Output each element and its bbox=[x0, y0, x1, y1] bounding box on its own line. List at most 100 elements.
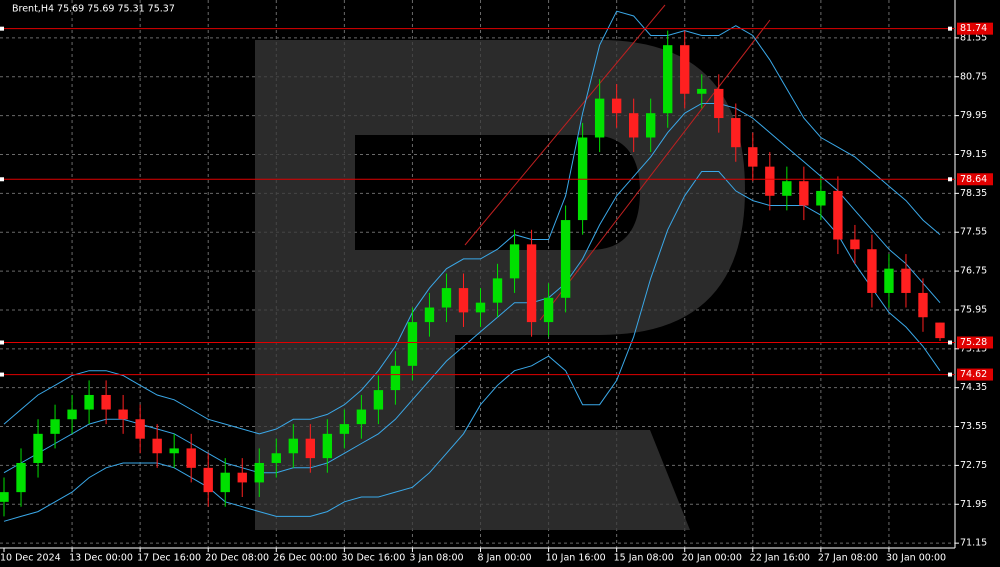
x-tick-label: 8 Jan 00:00 bbox=[478, 553, 532, 564]
candle-body bbox=[680, 45, 690, 94]
candle-body bbox=[254, 462, 264, 483]
level-marker bbox=[948, 177, 952, 182]
y-tick-label: 71.95 bbox=[960, 499, 987, 510]
y-tick-label: 79.95 bbox=[960, 110, 987, 121]
y-tick-label: 73.55 bbox=[960, 421, 987, 432]
candle-body bbox=[322, 433, 333, 459]
candle-body bbox=[339, 424, 350, 434]
x-tick-label: 27 Jan 08:00 bbox=[818, 553, 878, 564]
candle-body bbox=[765, 166, 775, 196]
level-label-box bbox=[957, 173, 993, 186]
candle-body bbox=[594, 98, 605, 138]
candle-body bbox=[16, 462, 26, 493]
candle-body bbox=[663, 45, 673, 114]
candle-body bbox=[611, 98, 622, 114]
candle-body bbox=[782, 181, 792, 196]
level-marker bbox=[0, 177, 4, 182]
candle-body bbox=[884, 268, 894, 293]
candle-body bbox=[799, 181, 809, 206]
candle-body bbox=[169, 448, 179, 454]
candle-body bbox=[918, 292, 928, 318]
y-tick-label: 75.15 bbox=[960, 343, 987, 354]
level-label-box bbox=[957, 336, 993, 349]
candle-body bbox=[118, 409, 128, 420]
candle-body bbox=[935, 322, 945, 339]
candle-body bbox=[50, 419, 60, 434]
level-marker bbox=[0, 340, 4, 345]
level-label-box bbox=[957, 368, 993, 381]
candle-body bbox=[697, 88, 707, 94]
candle-body bbox=[833, 190, 843, 240]
level-label: 75.28 bbox=[960, 337, 987, 348]
candle-body bbox=[646, 113, 656, 138]
candle-body bbox=[407, 322, 418, 366]
candle-body bbox=[731, 118, 741, 148]
x-tick-label: 15 Jan 08:00 bbox=[614, 553, 674, 564]
candle-body bbox=[152, 438, 162, 454]
candle-body bbox=[288, 438, 298, 454]
bollinger-band bbox=[3, 103, 941, 474]
x-tick-label: 30 Jan 00:00 bbox=[886, 553, 946, 564]
candle-body bbox=[203, 467, 213, 493]
x-tick-label: 10 Dec 2024 bbox=[0, 553, 61, 564]
level-marker bbox=[0, 26, 4, 31]
x-tick-label: 20 Jan 00:00 bbox=[682, 553, 742, 564]
candle-body bbox=[0, 492, 9, 502]
candle-body bbox=[356, 409, 367, 425]
candle-body bbox=[220, 472, 230, 493]
candle-body bbox=[748, 147, 758, 167]
candle-body bbox=[33, 433, 43, 463]
x-tick-label: 10 Jan 16:00 bbox=[546, 553, 606, 564]
bollinger-band bbox=[3, 10, 941, 435]
channel-line bbox=[539, 19, 771, 321]
candle-body bbox=[458, 288, 469, 313]
channel bbox=[464, 4, 771, 321]
candle-body bbox=[560, 220, 571, 298]
candle-body bbox=[271, 453, 281, 463]
candle-body bbox=[101, 394, 111, 410]
candle-body bbox=[543, 297, 554, 323]
candle-body bbox=[424, 307, 435, 323]
candle-body bbox=[237, 472, 247, 483]
y-tick-label: 80.75 bbox=[960, 71, 987, 82]
y-tick-label: 71.15 bbox=[960, 538, 987, 549]
candle-body bbox=[816, 190, 826, 206]
y-tick-label: 81.55 bbox=[960, 32, 987, 43]
level-label: 78.64 bbox=[960, 174, 987, 185]
level-marker bbox=[948, 372, 952, 377]
candle-body bbox=[492, 278, 503, 303]
x-tick-label: 3 Jan 08:00 bbox=[409, 553, 463, 564]
level-marker bbox=[948, 340, 952, 345]
y-tick-label: 77.55 bbox=[960, 227, 987, 238]
candle-body bbox=[390, 365, 401, 391]
candle-body bbox=[714, 88, 724, 119]
candle-body bbox=[475, 302, 486, 313]
candle-body bbox=[628, 113, 639, 138]
level-label-box bbox=[957, 22, 993, 35]
candle-body bbox=[373, 390, 384, 410]
candle-body bbox=[67, 409, 77, 420]
chart-title: Brent,H4 75.69 75.69 75.31 75.37 bbox=[12, 4, 175, 15]
candle-body bbox=[509, 244, 520, 279]
candle-body bbox=[850, 239, 860, 250]
y-tick-label: 76.75 bbox=[960, 266, 987, 277]
level-marker bbox=[0, 372, 4, 377]
y-tick-label: 78.35 bbox=[960, 188, 987, 199]
y-tick-label: 72.75 bbox=[960, 460, 987, 471]
candle-body bbox=[867, 249, 877, 293]
candle-body bbox=[186, 448, 196, 468]
y-tick-label: 79.15 bbox=[960, 149, 987, 160]
x-tick-label: 26 Dec 00:00 bbox=[273, 553, 337, 564]
y-tick-label: 74.35 bbox=[960, 382, 987, 393]
bollinger-band bbox=[3, 171, 941, 522]
x-tick-label: 13 Dec 00:00 bbox=[69, 553, 133, 564]
level-marker bbox=[948, 26, 952, 31]
candle-body bbox=[901, 268, 911, 293]
candle-body bbox=[526, 244, 537, 323]
channel-line bbox=[464, 4, 666, 246]
x-tick-label: 20 Dec 08:00 bbox=[205, 553, 269, 564]
x-tick-label: 22 Jan 16:00 bbox=[750, 553, 810, 564]
level-label: 81.74 bbox=[960, 23, 987, 34]
